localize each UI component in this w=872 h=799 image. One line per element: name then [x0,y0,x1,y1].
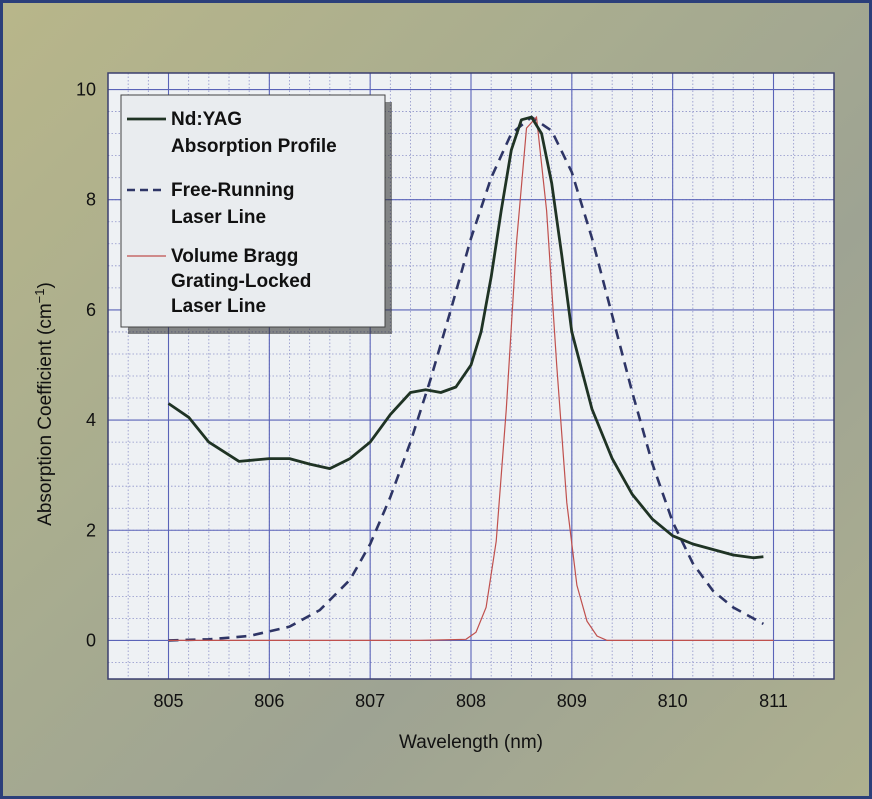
legend-label-free-running: Free-Running Laser Line [171,180,300,228]
x-tick-label: 807 [355,691,385,711]
legend-label-vbg-locked: Volume Bragg Grating-Locked Laser Line [171,246,317,317]
x-tick-label: 809 [557,691,587,711]
y-tick-label: 6 [86,300,96,320]
x-axis-title: Wavelength (nm) [399,732,543,753]
legend-label-nd-yag-line1: Nd:YAG [171,109,242,130]
legend-label-free-running-line1: Free-Running [171,180,295,201]
plot-border [107,72,835,680]
y-axis-title-close: ) [35,282,56,288]
y-axis-title-main: Absorption Coefficient (cm [35,303,56,525]
legend-label-nd-yag: Nd:YAG Absorption Profile [171,109,337,157]
y-axis-title: Absorption Coefficient (cm−1) [32,282,56,526]
series-layer [167,115,774,642]
x-tick-label: 808 [456,691,486,711]
y-tick-label: 4 [86,410,96,430]
y-tick-label: 10 [76,80,96,100]
x-tick-labels: 805 806 807 808 809 810 811 [153,691,787,711]
y-tick-label: 0 [86,630,96,650]
legend-label-vbg-locked-line3: Laser Line [171,296,266,317]
y-axis-title-superscript: −1 [32,289,47,304]
y-tick-labels: 0 2 4 6 8 10 [76,80,96,651]
x-tick-label: 806 [254,691,284,711]
x-tick-label: 811 [759,691,788,711]
x-tick-label: 805 [153,691,183,711]
legend-label-vbg-locked-line1: Volume Bragg [171,246,298,267]
y-tick-label: 8 [86,190,96,210]
legend-box [120,94,386,328]
x-tick-label: 810 [658,691,688,711]
y-tick-label: 2 [86,520,96,540]
legend-label-free-running-line2: Laser Line [171,207,266,228]
legend-label-vbg-locked-line2: Grating-Locked [171,271,311,292]
vbg-locked-laser-line [168,115,774,642]
legend-label-nd-yag-line2: Absorption Profile [171,136,337,157]
nd-yag-absorption-line [167,115,764,560]
free-running-laser-line [168,115,765,642]
legend: Nd:YAG Absorption Profile Free-Running L… [120,94,392,334]
